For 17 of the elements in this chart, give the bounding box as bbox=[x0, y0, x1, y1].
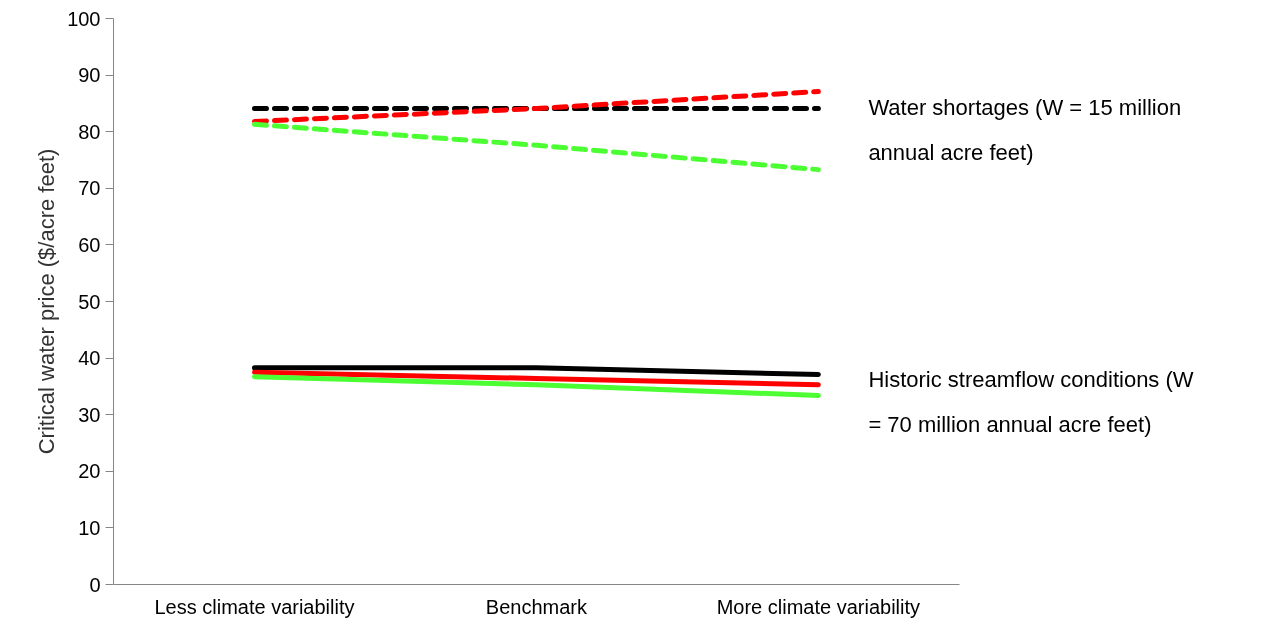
annotation: Water shortages (W = 15 million annual acre feet) bbox=[868, 95, 1182, 166]
y-tick-label: 80 bbox=[78, 120, 101, 143]
y-tick-label: 30 bbox=[78, 403, 101, 426]
x-tick-label: More climate variability bbox=[716, 595, 921, 618]
y-tick-label: 50 bbox=[78, 290, 101, 313]
y-tick-label: 0 bbox=[89, 573, 101, 596]
y-tick-label: 40 bbox=[78, 347, 101, 370]
annotation: Historic streamflow conditions (W = 70 million annual acre feet) bbox=[868, 366, 1194, 437]
y-tick-label: 100 bbox=[67, 7, 101, 30]
y-tick-label: 90 bbox=[78, 64, 101, 87]
x-tick-label: Benchmark bbox=[485, 595, 588, 618]
x-tick-label: Less climate variability bbox=[154, 595, 355, 618]
y-tick-label: 20 bbox=[78, 460, 101, 483]
y-tick-label: 60 bbox=[78, 233, 101, 256]
y-axis-title: Critical water price ($/acre feet) bbox=[34, 148, 60, 455]
y-tick-label: 10 bbox=[78, 516, 101, 539]
y-tick-label: 70 bbox=[78, 177, 101, 200]
